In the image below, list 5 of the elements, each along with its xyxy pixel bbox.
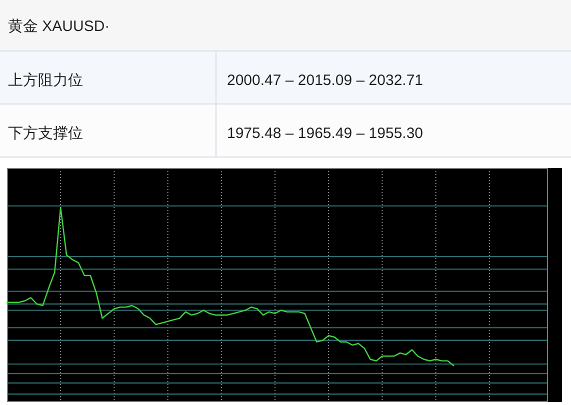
title: 黄金 XAUUSD· — [8, 18, 110, 35]
text: 1975.48 – 1965.49 – 1955.30 — [227, 125, 424, 142]
text: 上方阻力位 — [8, 72, 83, 89]
text: 下方支撑位 — [8, 125, 83, 142]
text: 2000.47 – 2015.09 – 2032.71 — [227, 72, 424, 89]
